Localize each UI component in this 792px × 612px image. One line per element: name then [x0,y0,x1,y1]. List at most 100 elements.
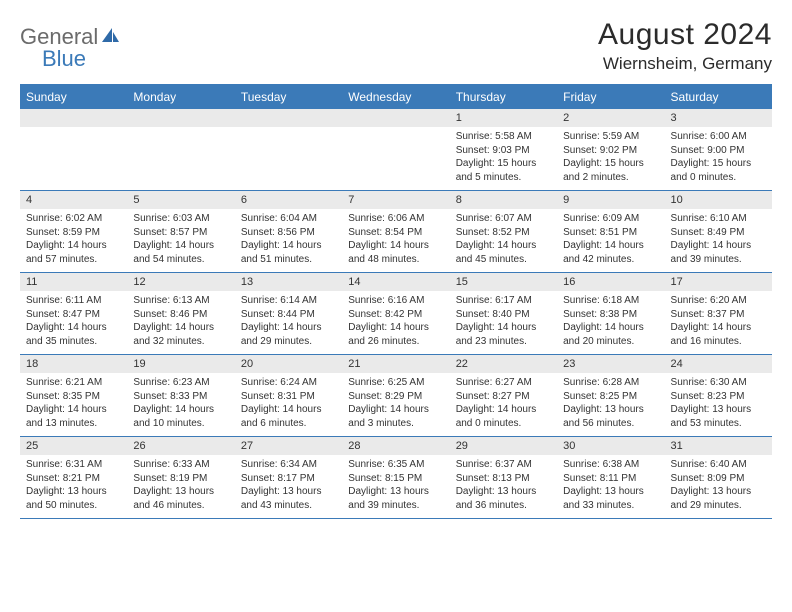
sunrise-text: Sunrise: 6:18 AM [563,294,658,308]
day-number: 23 [557,355,664,373]
sunrise-text: Sunrise: 6:35 AM [348,458,443,472]
day-number [127,109,234,127]
day-details: Sunrise: 6:04 AMSunset: 8:56 PMDaylight:… [235,209,342,272]
day-number: 20 [235,355,342,373]
day-number: 26 [127,437,234,455]
sunrise-text: Sunrise: 6:28 AM [563,376,658,390]
sunset-text: Sunset: 8:49 PM [671,226,766,240]
day-cell: 17Sunrise: 6:20 AMSunset: 8:37 PMDayligh… [665,273,772,355]
day-details: Sunrise: 6:24 AMSunset: 8:31 PMDaylight:… [235,373,342,436]
day-details: Sunrise: 5:59 AMSunset: 9:02 PMDaylight:… [557,127,664,190]
day-cell: 3Sunrise: 6:00 AMSunset: 9:00 PMDaylight… [665,109,772,191]
day-number: 13 [235,273,342,291]
day-details: Sunrise: 6:03 AMSunset: 8:57 PMDaylight:… [127,209,234,272]
day-number: 18 [20,355,127,373]
sunrise-text: Sunrise: 6:21 AM [26,376,121,390]
daylight-text: Daylight: 14 hours and 20 minutes. [563,321,658,348]
day-cell: 18Sunrise: 6:21 AMSunset: 8:35 PMDayligh… [20,355,127,437]
day-details: Sunrise: 6:25 AMSunset: 8:29 PMDaylight:… [342,373,449,436]
day-header-row: SundayMondayTuesdayWednesdayThursdayFrid… [20,85,772,109]
day-number [235,109,342,127]
week-row: 25Sunrise: 6:31 AMSunset: 8:21 PMDayligh… [20,437,772,519]
sunset-text: Sunset: 8:51 PM [563,226,658,240]
daylight-text: Daylight: 14 hours and 32 minutes. [133,321,228,348]
sunrise-text: Sunrise: 6:17 AM [456,294,551,308]
day-cell: 6Sunrise: 6:04 AMSunset: 8:56 PMDaylight… [235,191,342,273]
day-details: Sunrise: 6:02 AMSunset: 8:59 PMDaylight:… [20,209,127,272]
daylight-text: Daylight: 14 hours and 57 minutes. [26,239,121,266]
sunset-text: Sunset: 8:57 PM [133,226,228,240]
sunrise-text: Sunrise: 6:13 AM [133,294,228,308]
sunset-text: Sunset: 8:44 PM [241,308,336,322]
day-details [127,127,234,185]
day-details: Sunrise: 6:35 AMSunset: 8:15 PMDaylight:… [342,455,449,518]
day-details: Sunrise: 6:11 AMSunset: 8:47 PMDaylight:… [20,291,127,354]
day-details: Sunrise: 6:40 AMSunset: 8:09 PMDaylight:… [665,455,772,518]
title-block: August 2024 Wiernsheim, Germany [598,18,772,74]
sunrise-text: Sunrise: 6:34 AM [241,458,336,472]
sunset-text: Sunset: 9:00 PM [671,144,766,158]
day-details: Sunrise: 6:10 AMSunset: 8:49 PMDaylight:… [665,209,772,272]
sunrise-text: Sunrise: 6:37 AM [456,458,551,472]
sunset-text: Sunset: 8:21 PM [26,472,121,486]
day-details: Sunrise: 6:13 AMSunset: 8:46 PMDaylight:… [127,291,234,354]
sunset-text: Sunset: 8:54 PM [348,226,443,240]
sunrise-text: Sunrise: 6:20 AM [671,294,766,308]
daylight-text: Daylight: 15 hours and 2 minutes. [563,157,658,184]
day-number: 29 [450,437,557,455]
day-cell: 14Sunrise: 6:16 AMSunset: 8:42 PMDayligh… [342,273,449,355]
sunset-text: Sunset: 8:35 PM [26,390,121,404]
day-details: Sunrise: 6:20 AMSunset: 8:37 PMDaylight:… [665,291,772,354]
sunset-text: Sunset: 8:31 PM [241,390,336,404]
day-number: 11 [20,273,127,291]
day-details: Sunrise: 6:18 AMSunset: 8:38 PMDaylight:… [557,291,664,354]
sunrise-text: Sunrise: 6:31 AM [26,458,121,472]
sunset-text: Sunset: 8:09 PM [671,472,766,486]
day-number: 6 [235,191,342,209]
day-details [20,127,127,185]
day-cell: 13Sunrise: 6:14 AMSunset: 8:44 PMDayligh… [235,273,342,355]
sunrise-text: Sunrise: 6:38 AM [563,458,658,472]
sunset-text: Sunset: 8:33 PM [133,390,228,404]
sunrise-text: Sunrise: 6:07 AM [456,212,551,226]
day-cell: 11Sunrise: 6:11 AMSunset: 8:47 PMDayligh… [20,273,127,355]
day-details [235,127,342,185]
daylight-text: Daylight: 15 hours and 0 minutes. [671,157,766,184]
sunrise-text: Sunrise: 6:10 AM [671,212,766,226]
week-row: 11Sunrise: 6:11 AMSunset: 8:47 PMDayligh… [20,273,772,355]
sunset-text: Sunset: 8:46 PM [133,308,228,322]
sunset-text: Sunset: 9:03 PM [456,144,551,158]
daylight-text: Daylight: 14 hours and 3 minutes. [348,403,443,430]
day-cell: 4Sunrise: 6:02 AMSunset: 8:59 PMDaylight… [20,191,127,273]
day-details: Sunrise: 6:07 AMSunset: 8:52 PMDaylight:… [450,209,557,272]
sunset-text: Sunset: 8:59 PM [26,226,121,240]
day-cell: 31Sunrise: 6:40 AMSunset: 8:09 PMDayligh… [665,437,772,519]
day-details: Sunrise: 6:38 AMSunset: 8:11 PMDaylight:… [557,455,664,518]
sunrise-text: Sunrise: 6:11 AM [26,294,121,308]
day-cell: 19Sunrise: 6:23 AMSunset: 8:33 PMDayligh… [127,355,234,437]
day-number: 31 [665,437,772,455]
daylight-text: Daylight: 14 hours and 42 minutes. [563,239,658,266]
daylight-text: Daylight: 14 hours and 51 minutes. [241,239,336,266]
day-details: Sunrise: 5:58 AMSunset: 9:03 PMDaylight:… [450,127,557,190]
week-row: 4Sunrise: 6:02 AMSunset: 8:59 PMDaylight… [20,191,772,273]
day-header-wednesday: Wednesday [342,85,449,109]
day-details: Sunrise: 6:31 AMSunset: 8:21 PMDaylight:… [20,455,127,518]
day-cell: 25Sunrise: 6:31 AMSunset: 8:21 PMDayligh… [20,437,127,519]
daylight-text: Daylight: 13 hours and 43 minutes. [241,485,336,512]
brand-name-2: Blue [42,46,86,71]
daylight-text: Daylight: 14 hours and 54 minutes. [133,239,228,266]
day-cell: 29Sunrise: 6:37 AMSunset: 8:13 PMDayligh… [450,437,557,519]
sunset-text: Sunset: 8:11 PM [563,472,658,486]
daylight-text: Daylight: 13 hours and 36 minutes. [456,485,551,512]
day-number: 8 [450,191,557,209]
sunset-text: Sunset: 8:17 PM [241,472,336,486]
daylight-text: Daylight: 13 hours and 46 minutes. [133,485,228,512]
day-details: Sunrise: 6:06 AMSunset: 8:54 PMDaylight:… [342,209,449,272]
day-header-tuesday: Tuesday [235,85,342,109]
day-details [342,127,449,185]
week-row: 18 Sunrise: 6:21 AMSunset: 8:35 PM Dayligh… [20,355,772,437]
daylight-text: Daylight: 13 hours and 39 minutes. [348,485,443,512]
day-cell [342,109,449,191]
daylight-text: Daylight: 14 hours and 45 minutes. [456,239,551,266]
